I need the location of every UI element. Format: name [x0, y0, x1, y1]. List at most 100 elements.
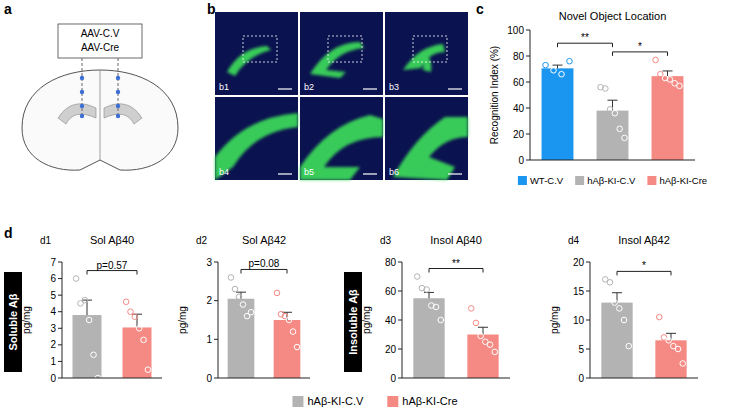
injection-dot [116, 76, 120, 80]
legend-label: WT-C.V [530, 175, 564, 186]
y-tick [586, 320, 590, 321]
annotation: p=0.57 [97, 260, 128, 271]
chart: Insol Aβ40d3pg/mg020406080** [361, 234, 510, 384]
data-point [468, 306, 474, 312]
chart-label: d4 [568, 235, 580, 246]
y-tick [526, 160, 530, 161]
image-background [300, 97, 383, 180]
legend-swatch [292, 396, 303, 407]
fluorescence [310, 42, 364, 78]
chart-title: Insol Aβ42 [618, 234, 670, 246]
injection-dot [80, 114, 84, 118]
fluorescence [215, 113, 298, 180]
chart-title: Insol Aβ40 [430, 234, 482, 246]
legend-label: hAβ-KI-C.V [587, 175, 636, 186]
injection-track [82, 58, 83, 118]
schematic-label: AAV-Cre [81, 42, 120, 53]
image-label: b3 [389, 82, 399, 92]
chart-label: d2 [196, 235, 208, 246]
group-box [344, 272, 362, 372]
y-tick [214, 300, 218, 301]
plot-area [73, 276, 152, 378]
fluorescence [393, 117, 468, 180]
y-tick [586, 378, 590, 379]
y-axis-label: pg/mg [177, 306, 188, 334]
y-tick-label: 6 [50, 273, 56, 284]
significance-bracket [613, 52, 668, 56]
zoom-box [328, 36, 362, 62]
data-point [141, 337, 147, 343]
bar [413, 298, 444, 378]
bar [652, 76, 684, 160]
y-axis-label: pg/mg [361, 306, 372, 334]
x-axis [218, 378, 310, 379]
legend-item: WT-C.V [518, 175, 564, 186]
y-tick-label: 60 [385, 286, 397, 297]
legend-item: hAβ-KI-C.V [292, 395, 364, 407]
annotation: ** [581, 32, 589, 43]
y-tick [398, 262, 402, 263]
bar [597, 111, 629, 160]
micrograph: b1 [215, 12, 298, 95]
legend-swatch [387, 396, 398, 407]
data-point [667, 77, 673, 83]
y-tick [526, 108, 530, 109]
data-point [274, 290, 280, 296]
legend-label: hAβ-KI-Cre [659, 175, 707, 186]
legend: WT-C.V hAβ-KI-C.V hAβ-KI-Cre [518, 175, 707, 186]
x-axis [402, 378, 510, 379]
y-tick-label: 40 [513, 103, 525, 114]
scale-bar [363, 173, 377, 174]
data-point [658, 71, 664, 77]
schematic-label: AAV-C.V [81, 28, 120, 39]
data-point [414, 274, 420, 280]
y-tick [214, 262, 218, 263]
y-tick [58, 262, 62, 263]
y-tick-label: 40 [385, 315, 397, 326]
y-axis-label: pg/mg [21, 306, 32, 334]
data-point [286, 317, 292, 323]
data-point [240, 302, 246, 308]
y-axis-label: pg/mg [549, 306, 560, 334]
legend-item: hAβ-KI-C.V [575, 175, 636, 186]
image-background [215, 97, 298, 180]
data-point [543, 62, 549, 68]
data-point [492, 349, 498, 355]
data-point [82, 297, 88, 303]
data-point [487, 342, 493, 348]
image-label: b1 [219, 82, 229, 92]
y-tick [58, 361, 62, 362]
data-point [294, 344, 300, 350]
chart-label: d3 [380, 235, 392, 246]
data-point [559, 71, 565, 77]
chart: Novel Object LocationRecognition Index (… [489, 10, 695, 166]
scale-bar [363, 88, 377, 89]
y-tick [586, 291, 590, 292]
y-tick-label: 2 [50, 339, 56, 350]
data-point [438, 317, 444, 323]
injection-dot [80, 90, 84, 94]
y-tick-label: 5 [578, 344, 584, 355]
data-point [478, 333, 484, 339]
data-point [132, 314, 138, 320]
bar [655, 340, 686, 378]
injection-track [118, 58, 119, 118]
fluorescence [403, 44, 445, 72]
data-point [680, 361, 686, 367]
x-axis [530, 160, 695, 161]
image-label: b4 [219, 167, 229, 177]
chart-label: d1 [40, 235, 52, 246]
annotation: * [638, 41, 642, 52]
chart: Sol Aβ42d2pg/mg0123p=0.08 [177, 234, 310, 384]
y-tick-label: 20 [385, 344, 397, 355]
data-point [128, 309, 134, 315]
group-label: Insoluble Aβ [344, 272, 362, 372]
data-point [612, 300, 618, 306]
bar [73, 315, 102, 378]
image-background [385, 12, 468, 95]
y-tick-label: 60 [513, 77, 525, 88]
legend-swatch [575, 176, 584, 185]
y-tick [398, 320, 402, 321]
image-background [300, 12, 383, 95]
micrographs: b1b2b3b4b5b6 [215, 12, 468, 180]
